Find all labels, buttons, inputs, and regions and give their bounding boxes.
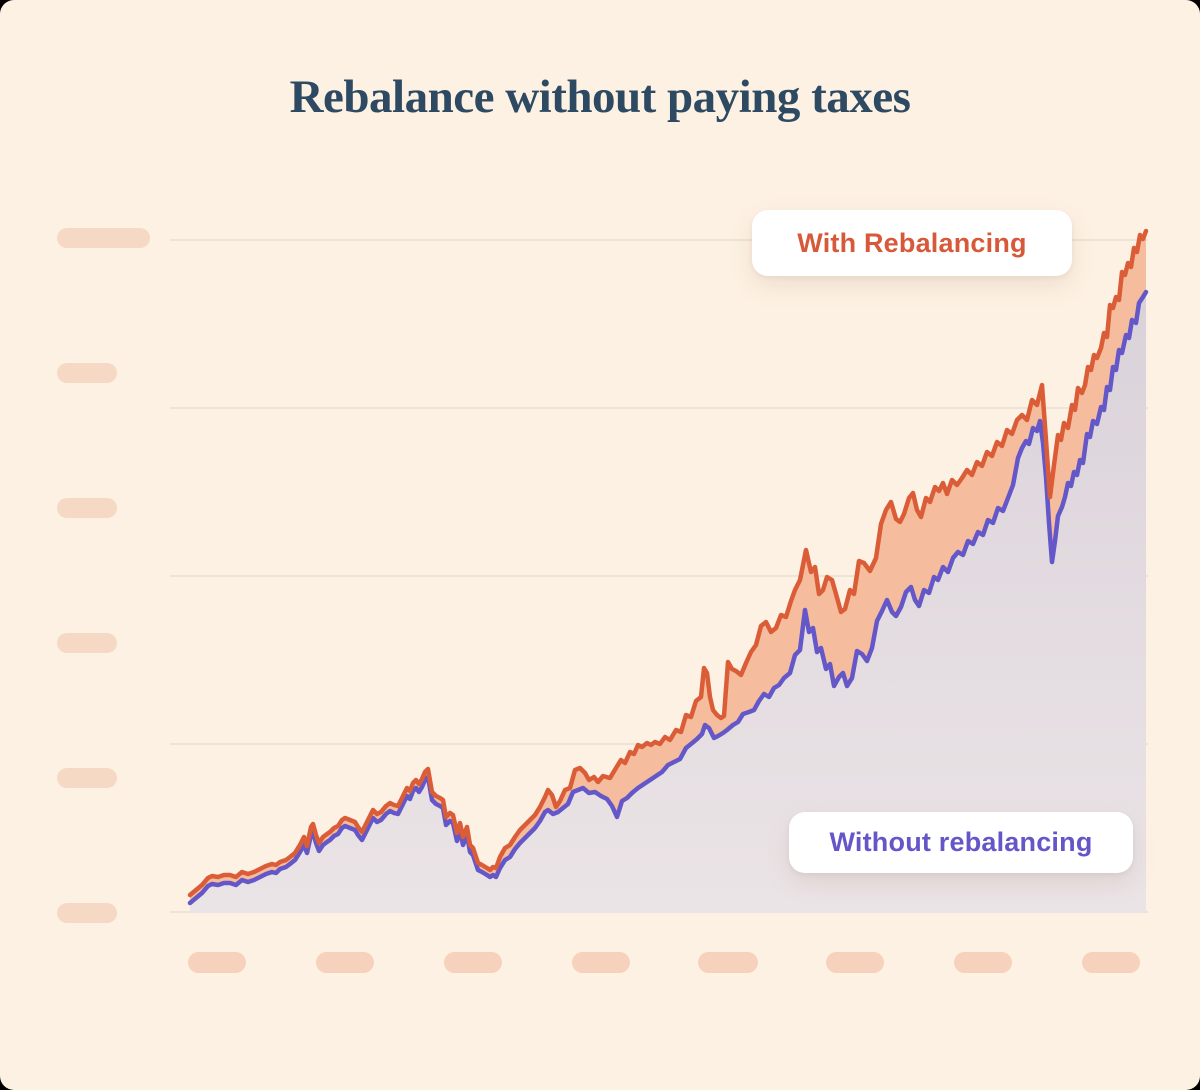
area-without-rebalancing [190, 292, 1146, 913]
y-axis-placeholder-pill [57, 903, 117, 923]
line-without-rebalancing [187, 289, 1149, 906]
without-rebalancing-label-text: Without rebalancing [829, 827, 1093, 857]
x-axis-placeholder-pill [826, 952, 884, 973]
without-rebalancing-label: Without rebalancing [789, 812, 1133, 873]
x-axis-placeholder-pill [316, 952, 374, 973]
with-rebalancing-label-text: With Rebalancing [797, 227, 1027, 258]
x-axis-placeholder-pill [444, 952, 502, 973]
y-axis-placeholder-pill [57, 228, 150, 248]
x-axis-placeholder-pill [954, 952, 1012, 973]
y-axis-placeholder-pill [57, 498, 117, 518]
x-axis-placeholder-pill [1082, 952, 1140, 973]
x-axis-placeholder-pill [188, 952, 246, 973]
x-axis-placeholder-pill [698, 952, 758, 973]
page-title: Rebalance without paying taxes [289, 71, 911, 123]
y-axis-placeholder-pill [57, 363, 117, 383]
with-rebalancing-label: With Rebalancing [752, 210, 1072, 276]
x-axis-placeholder-pill [572, 952, 630, 973]
y-axis-placeholder-pill [57, 768, 117, 788]
line-with-rebalancing [187, 228, 1149, 898]
y-axis-placeholder-pill [57, 633, 117, 653]
